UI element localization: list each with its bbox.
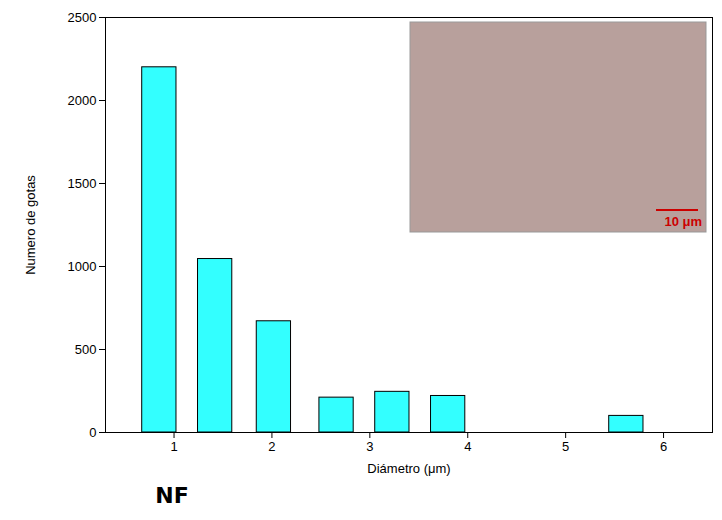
svg-text:2000: 2000 bbox=[68, 93, 97, 108]
svg-text:0: 0 bbox=[89, 425, 96, 440]
svg-text:1000: 1000 bbox=[68, 259, 97, 274]
svg-text:2: 2 bbox=[268, 439, 275, 454]
svg-text:3: 3 bbox=[366, 439, 373, 454]
svg-text:500: 500 bbox=[75, 342, 97, 357]
svg-text:1500: 1500 bbox=[68, 176, 97, 191]
svg-text:NF: NF bbox=[155, 483, 188, 508]
svg-text:4: 4 bbox=[464, 439, 471, 454]
svg-text:Numero de gotas: Numero de gotas bbox=[23, 175, 38, 275]
svg-text:10 μm: 10 μm bbox=[664, 214, 702, 229]
svg-text:Diámetro (μm): Diámetro (μm) bbox=[367, 461, 450, 476]
svg-text:1: 1 bbox=[170, 439, 177, 454]
svg-text:6: 6 bbox=[660, 439, 667, 454]
svg-text:2500: 2500 bbox=[68, 10, 97, 25]
svg-text:5: 5 bbox=[562, 439, 569, 454]
